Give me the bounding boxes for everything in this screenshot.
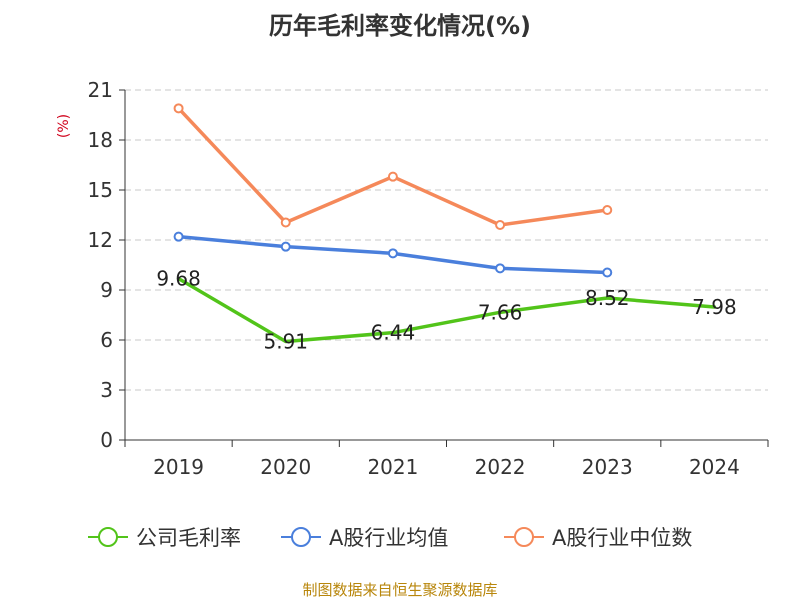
y-tick-label: 21 — [88, 78, 113, 102]
data-point — [387, 248, 398, 259]
axes: 0 3 6 9 12 15 18 21 2019 2020 2021 2022 2023 2024 — [88, 78, 769, 479]
grid-lines — [125, 89, 768, 391]
x-tick-label: 2022 — [475, 455, 526, 479]
x-tick-label: 2024 — [689, 455, 740, 479]
series-line-1 — [176, 276, 717, 344]
data-point — [602, 205, 613, 215]
y-tick-label: 12 — [88, 228, 113, 252]
legend-item-1: 公司毛利率 — [88, 526, 241, 550]
data-label: 7.66 — [478, 300, 523, 324]
y-tick-label: 3 — [100, 378, 113, 402]
legend-marker — [98, 527, 118, 547]
legend-label: A股行业中位数 — [552, 526, 692, 550]
series-line-3 — [176, 106, 609, 227]
legend-item-3: A股行业中位数 — [504, 526, 692, 550]
data-label: 5.91 — [263, 330, 308, 354]
data-point — [495, 220, 506, 230]
source-note: 制图数据来自恒生聚源数据库 — [302, 581, 497, 599]
legend-marker — [514, 527, 534, 547]
y-tick-label: 0 — [100, 428, 113, 452]
data-label: 6.44 — [371, 321, 416, 345]
x-tick-label: 2019 — [153, 455, 204, 479]
y-axis-unit: (%) — [56, 114, 72, 138]
data-point — [602, 267, 613, 278]
x-tick-label: 2023 — [582, 455, 633, 479]
data-label: 9.68 — [156, 267, 201, 291]
data-point — [280, 217, 291, 228]
data-label: 8.52 — [585, 286, 630, 310]
y-tick-label: 6 — [100, 328, 113, 352]
y-tick-label: 15 — [88, 178, 113, 202]
x-tick-label: 2020 — [260, 455, 311, 479]
x-tick-label: 2021 — [367, 455, 418, 479]
data-labels: 9.68 5.91 6.44 7.66 8.52 7.98 — [156, 267, 736, 354]
chart-title: 历年毛利率变化情况(%) — [269, 12, 531, 40]
legend-label: A股行业均值 — [329, 526, 448, 550]
y-tick-label: 9 — [100, 278, 113, 302]
data-point — [280, 241, 291, 252]
data-point — [387, 171, 398, 182]
legend-marker — [291, 527, 311, 547]
data-label: 7.98 — [692, 295, 737, 319]
data-point — [173, 231, 184, 242]
legend-item-2: A股行业均值 — [281, 526, 448, 550]
y-tick-label: 18 — [88, 128, 113, 152]
data-point — [173, 103, 184, 114]
series-group — [173, 103, 717, 344]
legend: 公司毛利率 A股行业均值 A股行业中位数 — [88, 526, 692, 550]
data-point — [495, 263, 506, 274]
legend-label: 公司毛利率 — [136, 526, 241, 550]
